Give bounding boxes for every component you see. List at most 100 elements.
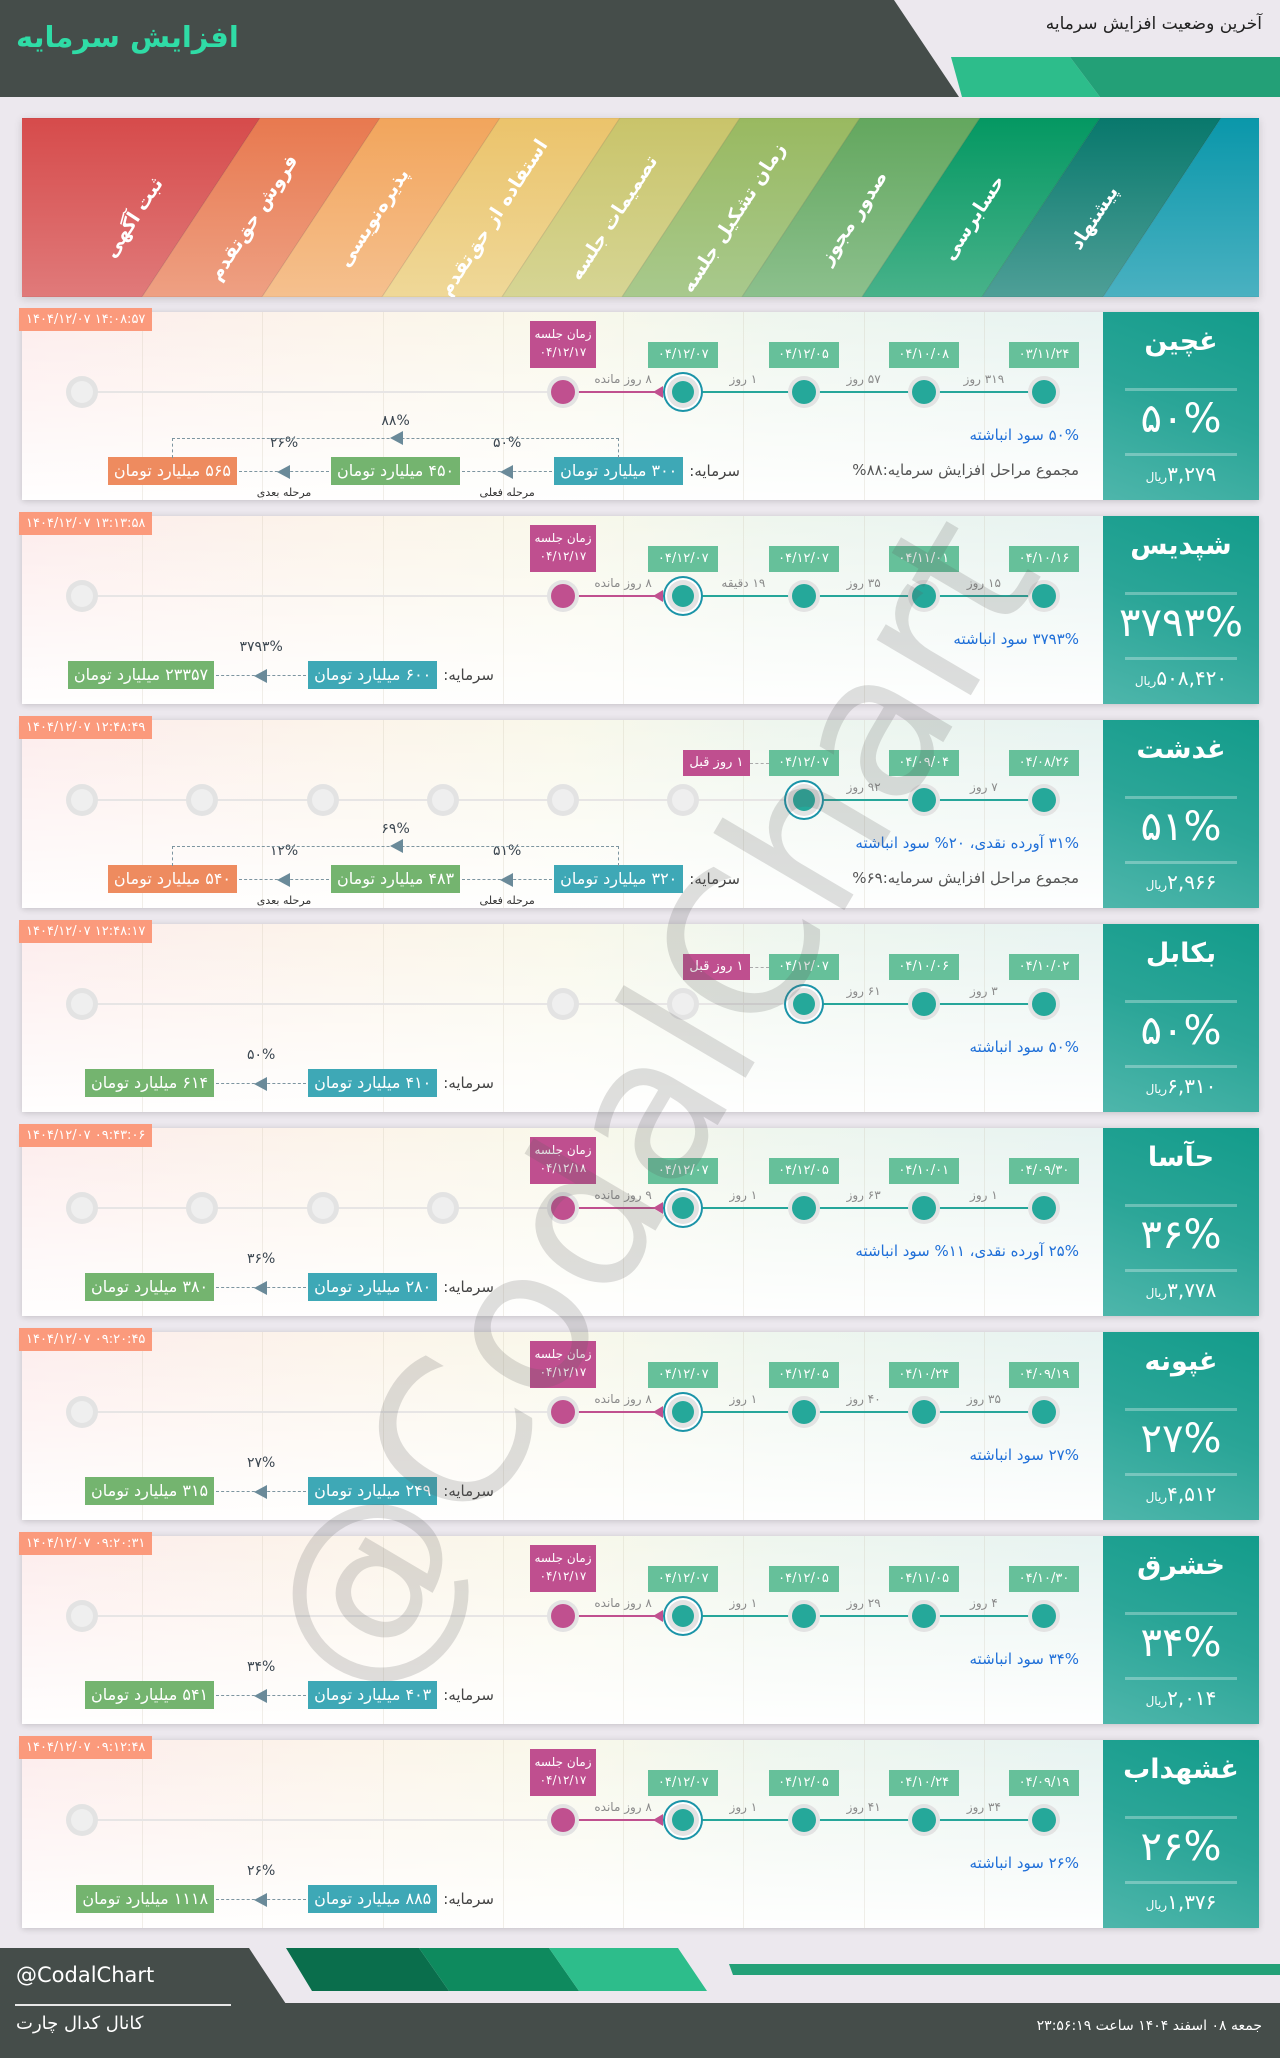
stage-node-done[interactable] [1028,988,1060,1020]
stage-node-pending [66,580,98,612]
stage-node-done[interactable] [1028,1600,1060,1632]
step-percent: ۲۶% [269,435,299,451]
meeting-node[interactable] [547,1600,579,1632]
timeline-segment [803,1411,924,1413]
stage-node-done[interactable] [787,1396,820,1428]
timestamp-badge: ۱۴۰۴/۱۲/۰۷ ۱۲:۴۸:۱۷ [19,920,153,943]
stock-summary-panel[interactable]: غدشت ۵۱% ۲,۹۶۶ریال [1103,720,1259,908]
capital-amount-box: ۲۸۰ میلیارد تومان [308,1273,438,1301]
capital-step-arrow: ۳۷۹۳% [214,639,308,689]
stage-node-pending [66,376,98,408]
stage-node-done[interactable] [787,376,820,408]
stage-node-done[interactable] [787,1192,820,1224]
stock-summary-panel[interactable]: شپدیس ۳۷۹۳% ۵۰۸,۴۲۰ریال [1103,516,1259,704]
capital-increase-percent: ۳۷۹۳% [1119,600,1243,646]
stage-node-done[interactable] [907,1804,940,1836]
meeting-node[interactable] [547,376,579,408]
meeting-node[interactable] [547,1192,579,1224]
stock-summary-panel[interactable]: خشرق ۳۴% ۲,۰۱۴ریال [1103,1536,1259,1724]
stage-node-done[interactable] [907,1600,940,1632]
stage-node-done[interactable] [907,784,940,816]
meeting-label: زمان جلسه [534,1551,592,1565]
stage-divider [863,312,865,500]
stage-node-current[interactable] [667,1192,700,1224]
timeline-segment [803,1207,924,1209]
capital-flow: سرمایه: ۴۰۳ میلیارد تومان ۳۴% ۵۴۱ میلیارد ت… [85,1659,494,1709]
stage-node-done[interactable] [1028,1804,1060,1836]
capital-step-arrow: ۵۰% مرحله فعلی [460,435,554,499]
meeting-node[interactable] [547,1804,579,1836]
stock-symbol: شپدیس [1130,530,1232,561]
stage-divider [262,1740,264,1928]
stage-divider [142,516,143,704]
stage-divider [623,924,624,1112]
timeline-segment [683,1411,804,1413]
stage-node-current[interactable] [787,784,820,816]
stage-node-done[interactable] [907,1192,940,1224]
stage-node-done[interactable] [1028,1192,1060,1224]
stock-card[interactable]: ۳۴ روز ۴۱ روز ۱ روز ۸ روز مانده زمان جلسه ۰۴/… [19,1736,1259,1928]
stock-card[interactable]: ۳۱۹ روز ۵۷ روز ۱ روز ۸ روز مانده زمان جلسه ۰۴… [19,308,1259,500]
meeting-node[interactable] [547,1396,579,1428]
stage-divider [983,1128,985,1316]
stage-node-current[interactable] [667,1600,700,1632]
stage-node-done[interactable] [787,580,820,612]
stock-card[interactable]: ۱ روز ۶۳ روز ۱ روز ۹ روز مانده زمان جلسه ۰۴/۱… [19,1124,1259,1316]
price-unit: ریال [1145,878,1168,892]
arrow-left-icon [254,1689,268,1703]
meeting-node[interactable] [547,580,579,612]
stage-node-done[interactable] [787,1804,820,1836]
stage-node-done[interactable] [907,1396,940,1428]
stock-symbol: خشرق [1137,1550,1225,1581]
stage-node-done[interactable] [787,1600,820,1632]
stage-node-done[interactable] [907,376,940,408]
stage-band [141,118,381,297]
timeline-segment [923,799,1044,801]
gap-duration: ۴۱ روز [846,1800,881,1814]
stage-node-done[interactable] [1028,376,1060,408]
stage-divider [743,1332,745,1520]
stage-divider [502,1332,504,1520]
stage-date-badge: ۰۴/۱۲/۰۷ [648,1158,719,1184]
timeline-segment [803,391,924,393]
capital-flow: سرمایه: ۲۸۰ میلیارد تومان ۳۶% ۳۸۰ میلیارد ت… [85,1251,494,1301]
stage-node-current[interactable] [667,376,700,408]
stock-card[interactable]: ۳ روز ۶۱ روز ۰۴/۱۰/۰۲ ۰۴/۱۰/۰۶ ۰۴/۱۲/۰۷ ۱ روز… [19,920,1259,1112]
timeline-segment [803,1615,924,1617]
stage-divider [623,1536,624,1724]
stage-node-current[interactable] [787,988,820,1020]
capital-amount-box: ۴۰۳ میلیارد تومان [308,1681,438,1709]
stage-node-done[interactable] [907,580,940,612]
stage-node-pending [547,784,579,816]
stage-node-done[interactable] [1028,1396,1060,1428]
stage-node-current[interactable] [667,1396,700,1428]
stock-summary-panel[interactable]: حآسا ۳۶% ۳,۷۷۸ریال [1103,1128,1259,1316]
stage-divider [983,516,985,704]
gap-duration: ۴ روز [970,1596,998,1610]
meeting-countdown-line [563,595,684,597]
capital-amount-box: ۴۸۳ میلیارد تومان [331,865,461,893]
stock-summary-panel[interactable]: غشهداب ۲۶% ۱,۳۷۶ریال [1103,1740,1259,1928]
capital-step-arrow: ۲۶% [214,1863,308,1913]
stage-node-done[interactable] [907,988,940,1020]
stock-summary-panel[interactable]: غپونه ۲۷% ۴,۵۱۲ریال [1103,1332,1259,1520]
stock-card[interactable]: ۳۵ روز ۴۰ روز ۱ روز ۸ روز مانده زمان جلسه ۰۴/… [19,1328,1259,1520]
capital-step-arrow: ۳۶% [214,1251,308,1301]
stock-card[interactable]: ۷ روز ۹۲ روز ۰۴/۰۸/۲۶ ۰۴/۰۹/۰۴ ۰۴/۱۲/۰۷ ۱ روز… [19,716,1259,908]
stage-node-done[interactable] [1028,784,1060,816]
stage-date-badge: ۰۴/۱۲/۰۷ [648,1566,719,1592]
stage-node-done[interactable] [1028,580,1060,612]
stock-summary-panel[interactable]: بکابل ۵۰% ۶,۳۱۰ریال [1103,924,1259,1112]
stock-card[interactable]: ۱۵ روز ۳۵ روز ۱۹ دقیقه ۸ روز مانده زمان جلسه… [19,512,1259,704]
stock-summary-panel[interactable]: غچین ۵۰% ۳,۲۷۹ریال [1103,312,1259,500]
meeting-label: زمان جلسه [534,1755,592,1769]
stage-banner: ثبت آگهی فروش حق‌تقدم پذیره‌نویسی استفاده ا… [22,118,1259,297]
stock-card[interactable]: ۴ روز ۲۹ روز ۱ روز ۸ روز مانده زمان جلسه ۰۴/۱… [19,1532,1259,1724]
stage-node-pending [547,988,579,1020]
timeline-segment [683,595,804,597]
stage-node-current[interactable] [667,580,700,612]
capital-source-description: ۵۰% سود انباشته [969,1038,1079,1056]
stage-node-current[interactable] [667,1804,700,1836]
arrow-left-icon [653,1814,664,1826]
timeline-segment [803,1819,924,1821]
